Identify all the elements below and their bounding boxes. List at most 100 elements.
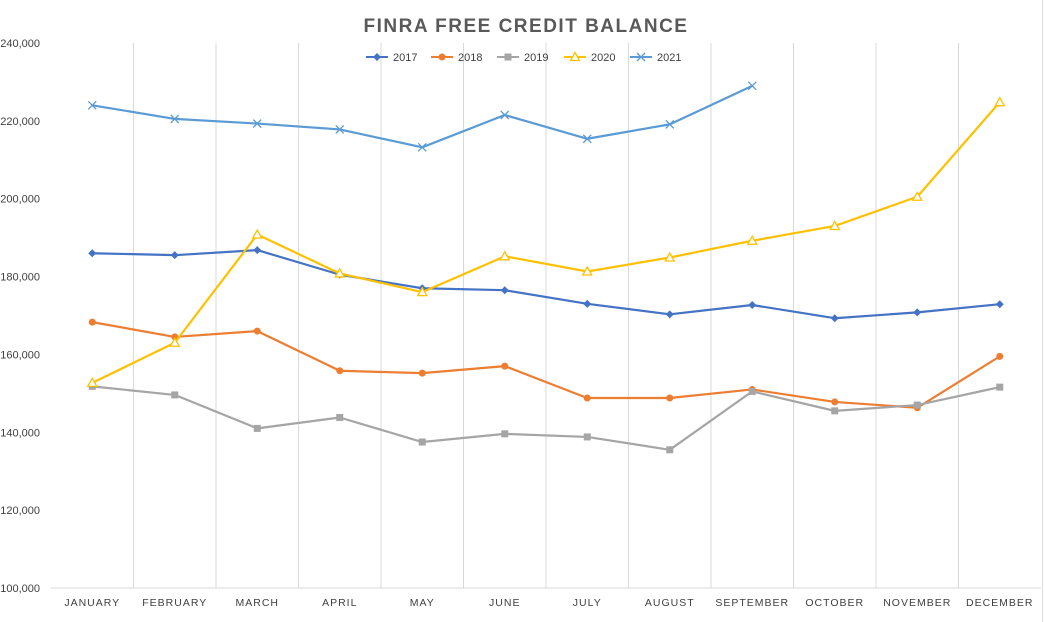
data-point (994, 96, 1006, 107)
data-point (253, 327, 261, 335)
data-point (418, 369, 426, 377)
data-point (913, 401, 921, 409)
series-2019 (88, 382, 1004, 454)
data-point (170, 251, 179, 260)
data-point (830, 314, 839, 323)
legend-item-2021: 2021 (630, 52, 681, 64)
data-point (86, 377, 98, 387)
data-point (504, 53, 512, 61)
data-point (829, 220, 841, 231)
data-point (913, 308, 922, 317)
x-tick-label: NOVEMBER (883, 597, 951, 609)
y-tick-label: 240,000 (0, 38, 40, 50)
data-point (418, 438, 426, 446)
data-point (666, 446, 674, 454)
data-point (581, 265, 593, 276)
x-tick-label: MAY (410, 597, 435, 609)
data-point (747, 81, 757, 91)
x-tick-label: JUNE (489, 597, 520, 609)
y-axis-ticks: 100,000 120,000 140,000 160,000 180,000 200,0… (0, 38, 40, 595)
data-point (831, 407, 839, 415)
y-tick-label: 100,000 (0, 583, 40, 595)
y-tick-label: 180,000 (0, 272, 40, 284)
x-tick-label: MARCH (236, 597, 280, 609)
data-point (87, 100, 97, 110)
data-point (583, 299, 592, 308)
data-point (171, 391, 179, 399)
data-point (170, 114, 180, 124)
data-point (582, 134, 592, 144)
data-point (336, 367, 344, 375)
data-point (831, 398, 839, 406)
x-tick-label: FEBRUARY (142, 597, 207, 609)
legend-label: 2019 (524, 52, 548, 64)
x-tick-label: APRIL (322, 597, 357, 609)
data-point (88, 249, 97, 258)
legend-item-2018: 2018 (431, 52, 482, 64)
data-point (499, 250, 511, 261)
x-axis-ticks: JANUARY FEBRUARY MARCH APRIL MAY JUNE JULY AUGU… (64, 597, 1034, 609)
data-point (336, 413, 344, 421)
legend: 2017 2018 2019 2020 2021 (366, 51, 681, 64)
legend-label: 2020 (591, 52, 615, 64)
legend-label: 2021 (657, 52, 681, 64)
data-point (335, 124, 345, 134)
data-point (666, 394, 674, 402)
data-point (996, 383, 1004, 391)
series-line (92, 385, 1000, 451)
series-2021 (87, 81, 757, 152)
data-point (438, 53, 446, 61)
data-point (748, 387, 756, 395)
window-edge (1042, 0, 1045, 622)
chart-title: FINRA FREE CREDIT BALANCE (364, 16, 689, 37)
legend-item-2017: 2017 (366, 52, 417, 64)
data-point (169, 336, 181, 347)
data-point (569, 51, 581, 62)
data-point (583, 433, 591, 441)
data-point (583, 394, 591, 402)
data-point (911, 190, 923, 201)
data-point (636, 52, 646, 62)
x-tick-label: JULY (573, 597, 602, 609)
data-point (748, 300, 757, 309)
data-point (88, 318, 96, 326)
data-point (373, 53, 381, 61)
data-point (996, 352, 1004, 360)
data-point (500, 110, 510, 120)
data-point (334, 267, 346, 278)
y-tick-label: 220,000 (0, 116, 40, 128)
x-tick-label: SEPTEMBER (715, 597, 789, 609)
data-point (665, 310, 674, 319)
vertical-gridlines (133, 43, 959, 588)
x-tick-label: OCTOBER (805, 597, 864, 609)
y-tick-label: 120,000 (0, 505, 40, 517)
x-tick-label: DECEMBER (966, 597, 1034, 609)
y-tick-label: 160,000 (0, 349, 40, 361)
y-tick-label: 200,000 (0, 194, 40, 206)
y-tick-label: 140,000 (0, 427, 40, 439)
series-line (92, 321, 1001, 409)
x-tick-label: AUGUST (645, 597, 695, 609)
series-lines (86, 81, 1006, 454)
series-line (92, 84, 753, 149)
data-point (501, 430, 509, 438)
data-point (995, 300, 1004, 309)
x-tick-label: JANUARY (64, 597, 120, 609)
data-point (501, 362, 509, 370)
data-point (664, 251, 676, 262)
data-point (251, 228, 263, 239)
data-point (252, 119, 262, 129)
series-line (91, 101, 1001, 384)
data-point (416, 286, 428, 297)
data-point (253, 424, 261, 432)
legend-label: 2018 (458, 52, 482, 64)
data-point (746, 234, 758, 245)
legend-item-2020: 2020 (564, 51, 615, 64)
legend-item-2019: 2019 (497, 52, 548, 64)
data-point (253, 246, 262, 255)
series-2020 (86, 96, 1006, 387)
legend-label: 2017 (393, 52, 417, 64)
data-point (500, 286, 509, 295)
data-point (417, 142, 427, 152)
